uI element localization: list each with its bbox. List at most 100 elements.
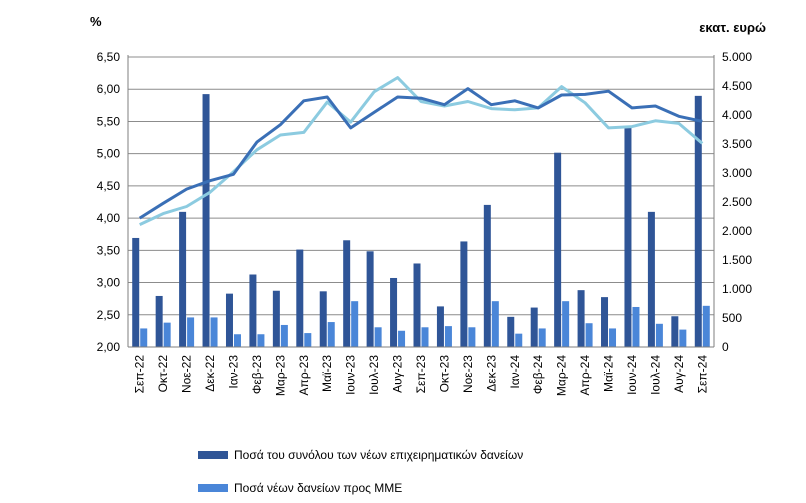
x-tick-label: Φεβ-24 bbox=[531, 355, 545, 394]
bar-sme bbox=[327, 322, 335, 347]
bar-total bbox=[366, 251, 374, 347]
right-tick-label: 1.500 bbox=[722, 253, 752, 267]
right-tick-label: 4.000 bbox=[722, 108, 752, 122]
bar-sme bbox=[515, 333, 523, 347]
bar-sme bbox=[187, 317, 195, 347]
legend-label-sme: Ποσά νέων δανείων προς ΜΜΕ bbox=[234, 481, 403, 495]
legend-label-total: Ποσά του συνόλου των νέων επιχειρηματικώ… bbox=[234, 448, 524, 462]
legend-swatch-total bbox=[198, 451, 228, 459]
x-tick-label: Μαρ-23 bbox=[273, 355, 287, 396]
bars bbox=[132, 94, 710, 348]
bar-sme bbox=[444, 326, 452, 347]
x-tick-label: Ιαν-23 bbox=[226, 355, 240, 389]
bar-total bbox=[647, 211, 655, 347]
x-tick-label: Ιουν-24 bbox=[625, 355, 639, 395]
legend-item-total: Ποσά του συνόλου των νέων επιχειρηματικώ… bbox=[198, 448, 523, 462]
bar-sme bbox=[421, 327, 429, 347]
bar-total bbox=[132, 237, 140, 347]
bar-total bbox=[225, 293, 233, 347]
bar-total bbox=[249, 274, 257, 347]
bar-sme bbox=[304, 333, 312, 347]
x-tick-label: Οκτ-23 bbox=[437, 355, 451, 393]
bar-total bbox=[390, 277, 398, 347]
right-tick-label: 3.000 bbox=[722, 166, 752, 180]
x-tick-label: Αυγ-24 bbox=[672, 355, 686, 393]
right-tick-label: 5.000 bbox=[722, 50, 752, 64]
x-tick-label: Μαϊ-23 bbox=[320, 355, 334, 392]
bar-sme bbox=[351, 301, 359, 347]
right-tick-label: 500 bbox=[722, 311, 742, 325]
bar-total bbox=[483, 204, 491, 347]
left-tick-label: 5,50 bbox=[97, 114, 121, 128]
legend-item-sme: Ποσά νέων δανείων προς ΜΜΕ bbox=[198, 481, 402, 495]
bar-sme bbox=[398, 330, 406, 347]
left-tick-label: 6,50 bbox=[97, 50, 121, 64]
x-tick-label: Σεπ-24 bbox=[695, 355, 709, 394]
right-tick-label: 3.500 bbox=[722, 137, 752, 151]
axes: 2,00 2,50 3,00 3,50 4,00 4,50 5,00 5,50 6,00 6,50… bbox=[97, 50, 753, 396]
bar-total bbox=[319, 291, 327, 347]
bar-sme bbox=[280, 324, 288, 347]
bar-total bbox=[507, 316, 515, 347]
left-tick-label: 3,00 bbox=[97, 276, 121, 290]
bar-sme bbox=[140, 328, 148, 347]
x-tick-label: Ιαν-24 bbox=[508, 355, 522, 389]
x-tick-label: Δεκ-23 bbox=[484, 355, 498, 392]
x-tick-label: Σεπ-23 bbox=[414, 355, 428, 394]
left-tick-label: 4,00 bbox=[97, 211, 121, 225]
bar-sme bbox=[233, 334, 241, 347]
bar-total bbox=[272, 290, 280, 347]
gridlines bbox=[128, 56, 714, 316]
bar-total bbox=[671, 316, 679, 347]
bar-total bbox=[436, 306, 444, 347]
x-tick-label: Σεπ-22 bbox=[133, 355, 147, 394]
x-tick-label: Ιουλ-23 bbox=[367, 355, 381, 395]
bar-sme bbox=[585, 323, 593, 347]
x-tick-label: Δεκ-22 bbox=[203, 355, 217, 392]
bar-sme bbox=[609, 328, 617, 347]
right-tick-label: 2.000 bbox=[722, 224, 752, 238]
left-tick-label: 6,00 bbox=[97, 82, 121, 96]
x-tick-label: Νοε-22 bbox=[180, 355, 194, 393]
left-tick-label: 5,00 bbox=[97, 147, 121, 161]
bar-sme bbox=[491, 301, 499, 347]
left-tick-label: 3,50 bbox=[97, 243, 121, 257]
bar-sme bbox=[655, 323, 663, 347]
bar-total bbox=[694, 95, 702, 347]
bar-total bbox=[296, 249, 304, 347]
bar-total bbox=[155, 295, 163, 347]
x-tick-label: Οκτ-22 bbox=[156, 355, 170, 393]
x-tick-label: Ιουλ-24 bbox=[648, 355, 662, 395]
right-tick-label: 4.500 bbox=[722, 79, 752, 93]
line-total-rate bbox=[138, 87, 703, 220]
bar-sme bbox=[468, 327, 476, 347]
bar-sme bbox=[163, 322, 171, 347]
x-tick-label: Αυγ-23 bbox=[391, 355, 405, 393]
legend-swatch-sme bbox=[198, 484, 228, 492]
bar-total bbox=[460, 241, 468, 347]
line-sme-rate bbox=[139, 76, 704, 226]
x-tick-label: Φεβ-23 bbox=[250, 355, 264, 394]
bar-sme bbox=[562, 301, 570, 347]
left-tick-label: 2,50 bbox=[97, 308, 121, 322]
x-tick-label: Απρ-23 bbox=[297, 355, 311, 396]
bar-sme bbox=[538, 328, 546, 347]
x-tick-label: Ιουν-23 bbox=[344, 355, 358, 395]
bar-total bbox=[554, 152, 562, 347]
bar-sme bbox=[374, 327, 382, 347]
bar-total bbox=[202, 94, 210, 348]
x-tick-label: Νοε-23 bbox=[461, 355, 475, 393]
bar-total bbox=[413, 263, 421, 347]
left-tick-label: 4,50 bbox=[97, 179, 121, 193]
bar-total bbox=[179, 211, 187, 347]
bar-sme bbox=[257, 334, 265, 347]
x-tick-label: Μαρ-24 bbox=[555, 355, 569, 396]
left-tick-label: 2,00 bbox=[97, 340, 121, 354]
bar-total bbox=[343, 240, 351, 347]
bar-sme bbox=[632, 306, 640, 347]
right-tick-label: 1.000 bbox=[722, 282, 752, 296]
x-tick-label: Απρ-24 bbox=[578, 355, 592, 396]
left-axis-unit: % bbox=[90, 14, 102, 29]
bar-sme bbox=[210, 317, 218, 347]
